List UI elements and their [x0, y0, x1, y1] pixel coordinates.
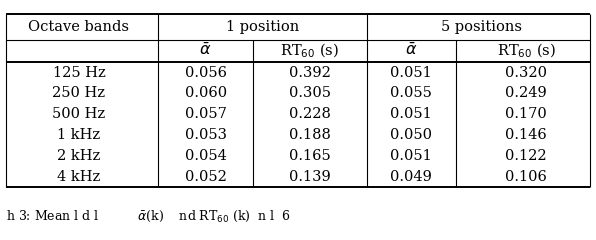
Text: 5 positions: 5 positions: [441, 20, 522, 34]
Text: RT$_{60}$ (s): RT$_{60}$ (s): [281, 42, 339, 60]
Text: 0.060: 0.060: [185, 86, 226, 100]
Text: 2 kHz: 2 kHz: [57, 149, 101, 163]
Text: 0.139: 0.139: [289, 170, 331, 184]
Text: 0.165: 0.165: [289, 149, 331, 163]
Text: 0.050: 0.050: [390, 128, 432, 142]
Text: RT$_{60}$ (s): RT$_{60}$ (s): [496, 42, 555, 60]
Text: 0.146: 0.146: [505, 128, 547, 142]
Text: 0.320: 0.320: [505, 66, 547, 80]
Text: 0.055: 0.055: [390, 86, 432, 100]
Text: 0.392: 0.392: [289, 66, 331, 80]
Text: 1 kHz: 1 kHz: [57, 128, 101, 142]
Text: 0.053: 0.053: [185, 128, 226, 142]
Text: 1 position: 1 position: [226, 20, 299, 34]
Text: 0.049: 0.049: [390, 170, 432, 184]
Text: 0.249: 0.249: [505, 86, 547, 100]
Text: 0.054: 0.054: [185, 149, 226, 163]
Text: 0.052: 0.052: [185, 170, 226, 184]
Text: $\bar{\alpha}$: $\bar{\alpha}$: [405, 42, 417, 59]
Text: 0.170: 0.170: [505, 107, 547, 121]
Text: 125 Hz: 125 Hz: [52, 66, 105, 80]
Text: $\bar{\alpha}$: $\bar{\alpha}$: [200, 42, 212, 59]
Text: 0.057: 0.057: [185, 107, 226, 121]
Text: 0.122: 0.122: [505, 149, 547, 163]
Text: 0.051: 0.051: [390, 66, 432, 80]
Text: 0.056: 0.056: [185, 66, 226, 80]
Text: 0.106: 0.106: [505, 170, 547, 184]
Text: 0.228: 0.228: [289, 107, 331, 121]
Text: Octave bands: Octave bands: [29, 20, 129, 34]
Text: 0.051: 0.051: [390, 149, 432, 163]
Text: 0.051: 0.051: [390, 107, 432, 121]
Text: h 3: Mean l d l          $\bar{\alpha}$(k)    nd RT$_{60}$ (k)  n l  6: h 3: Mean l d l $\bar{\alpha}$(k) nd RT$…: [6, 208, 291, 224]
Text: 250 Hz: 250 Hz: [52, 86, 105, 100]
Text: 500 Hz: 500 Hz: [52, 107, 105, 121]
Text: 0.305: 0.305: [289, 86, 331, 100]
Text: 4 kHz: 4 kHz: [57, 170, 101, 184]
Text: 0.188: 0.188: [289, 128, 331, 142]
